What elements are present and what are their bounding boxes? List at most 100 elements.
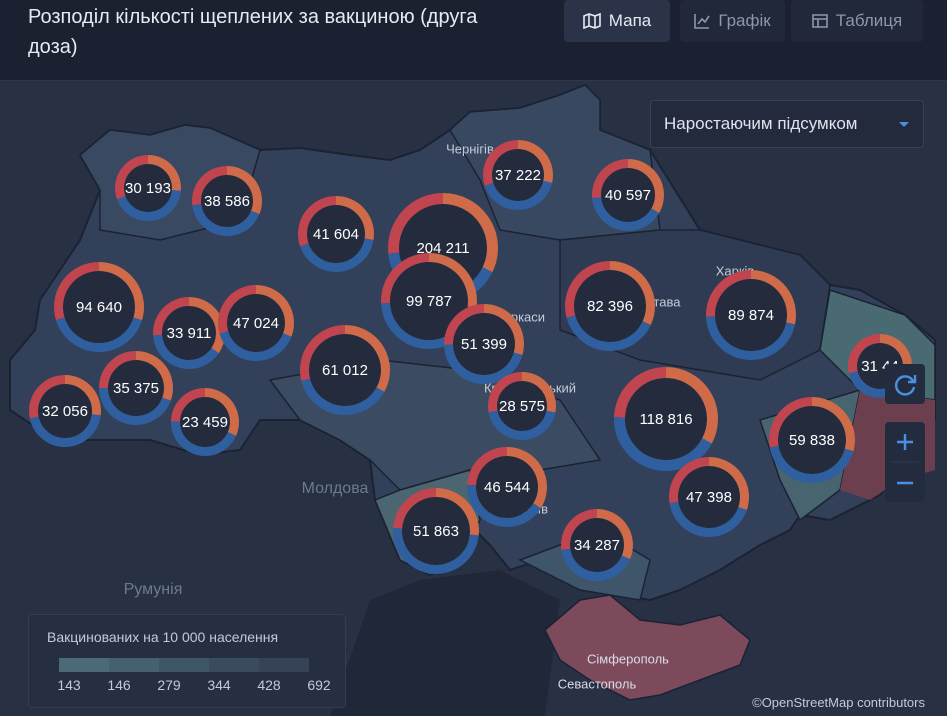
- donut-segment: [488, 410, 556, 440]
- donut-center: [227, 294, 285, 352]
- header: Розподіл кількості щеплених за вакциною …: [0, 0, 947, 81]
- donut-marker: 38 586: [192, 166, 262, 236]
- donut-segment: [98, 262, 144, 321]
- donut-center: [678, 466, 740, 528]
- tab-table[interactable]: Таблиця: [791, 0, 923, 42]
- donut-segment: [300, 325, 346, 381]
- donut-segment: [561, 509, 598, 551]
- marker-label: 41 604: [313, 226, 359, 243]
- donut-segment: [344, 325, 390, 392]
- donut-marker: 47 024: [218, 285, 294, 361]
- donut-center: [124, 164, 172, 212]
- donut-segment: [444, 304, 485, 345]
- donut-segment: [219, 330, 292, 361]
- reset-icon: [894, 375, 917, 396]
- donut-marker: 35 375: [99, 351, 173, 425]
- donut-segment: [301, 378, 385, 415]
- donut-segment: [54, 262, 100, 321]
- place-label: Сімферополь: [587, 651, 669, 666]
- donut-segment: [116, 189, 181, 221]
- donut-marker: 51 863: [393, 488, 479, 574]
- donut-center: [108, 360, 164, 416]
- donut-center: [574, 270, 646, 342]
- donut-segment: [665, 367, 718, 444]
- donut-marker: 61 012: [300, 325, 390, 415]
- zoom-icons[interactable]: [885, 422, 925, 502]
- donut-center: [307, 205, 365, 263]
- donut-marker: 37 222: [483, 140, 553, 210]
- tab-map[interactable]: Мапа: [564, 0, 670, 42]
- marker-label: 47 024: [233, 315, 279, 332]
- legend-title: Вакцинованих на 10 000 населення: [47, 629, 279, 645]
- donut-center: [390, 262, 468, 340]
- donut-segment: [300, 238, 374, 272]
- donut-marker: 118 816: [614, 367, 718, 471]
- tab-label: Таблиця: [835, 11, 903, 30]
- donut-segment: [614, 367, 667, 418]
- donut-center: [180, 397, 230, 447]
- donut-segment: [811, 397, 855, 452]
- reset-button[interactable]: [885, 364, 925, 404]
- donut-segment: [444, 344, 523, 384]
- donut-marker: 34 287: [561, 509, 633, 581]
- donut-segment: [706, 270, 752, 317]
- donut-center: [38, 384, 92, 438]
- donut-center: [63, 271, 135, 343]
- sea: [330, 570, 560, 716]
- marker-label: 204 211: [416, 240, 469, 257]
- donut-marker: 94 640: [54, 262, 144, 352]
- marker-label: 47 398: [686, 489, 732, 506]
- legend-bar: [59, 658, 309, 672]
- donut-segment: [29, 414, 101, 447]
- donut-segment: [467, 484, 541, 527]
- marker-label: 28 575: [499, 398, 545, 415]
- marker-label: 94 640: [76, 299, 122, 316]
- map: ЧернігівКиївЖитомирЧеркасиПолтаваХарківК…: [0, 81, 947, 716]
- dropdown[interactable]: Наростаючим підсумком: [650, 100, 924, 148]
- donut-segment: [192, 203, 260, 236]
- donut-segment: [848, 334, 881, 374]
- donut-segment: [561, 548, 631, 581]
- donut-segment: [483, 304, 524, 356]
- donut-center: [453, 313, 515, 375]
- donut-segment: [467, 447, 508, 486]
- crimea: [544, 594, 751, 701]
- donut-segment: [506, 447, 547, 509]
- donut-segment: [517, 140, 553, 183]
- donut-center: [492, 149, 544, 201]
- donut-center: [201, 175, 253, 227]
- marker-label: 23 459: [182, 414, 228, 431]
- donut-center: [309, 334, 381, 406]
- donut-segment: [769, 445, 854, 483]
- donut-center: [601, 168, 655, 222]
- donut-segment: [188, 297, 225, 354]
- donut-segment: [171, 388, 206, 422]
- donut-segment: [147, 155, 181, 191]
- donut-segment: [192, 166, 228, 206]
- marker-label: 61 012: [322, 362, 368, 379]
- tab-chart[interactable]: Графік: [680, 0, 785, 42]
- tab-label: Графік: [718, 11, 771, 30]
- donut-segment: [153, 297, 190, 336]
- donut-marker: 30 193: [115, 155, 181, 221]
- donut-center: [778, 406, 846, 474]
- map-icon: [582, 13, 601, 29]
- donut-marker: 33 911: [153, 297, 225, 369]
- marker-label: 51 863: [413, 523, 459, 540]
- marker-label: 37 222: [495, 167, 541, 184]
- marker-label: 32 056: [42, 403, 88, 420]
- donut-segment: [708, 457, 749, 511]
- donut-segment: [135, 351, 173, 401]
- legend-tick: 279: [157, 677, 181, 693]
- dropdown-label: Наростаючим підсумком: [664, 114, 858, 133]
- donut-segment: [669, 457, 710, 504]
- donut-segment: [171, 421, 237, 456]
- donut-center: [715, 279, 787, 351]
- donut-center: [476, 456, 538, 518]
- donut-center: [497, 381, 547, 431]
- donut-marker: 46 544: [467, 447, 547, 527]
- donut-segment: [381, 253, 430, 304]
- legend-tick: 428: [257, 677, 281, 693]
- tab-label: Мапа: [608, 11, 652, 30]
